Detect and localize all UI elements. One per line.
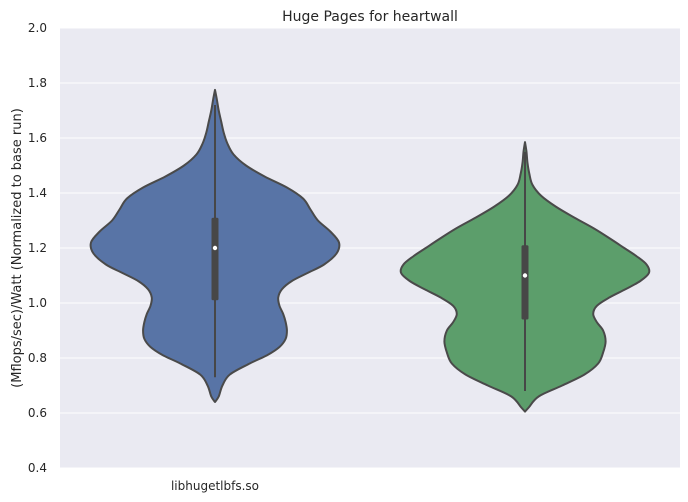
violin-iqr-box: [211, 217, 219, 301]
x-tick-label: libhugetlbfs.so: [171, 479, 259, 493]
y-tick-label: 1.2: [28, 241, 47, 255]
chart-title: Huge Pages for heartwall: [282, 9, 458, 25]
y-tick-label: 1.4: [28, 186, 47, 200]
y-tick-label: 1.8: [28, 76, 47, 90]
x-tick-labels: libhugetlbfs.so: [171, 479, 259, 493]
y-tick-label: 1.0: [28, 296, 47, 310]
violin-1: [89, 88, 341, 403]
y-tick-label: 0.6: [28, 406, 47, 420]
y-tick-label: 1.6: [28, 131, 47, 145]
violin-median-point: [212, 245, 218, 251]
y-axis-label: (Mflops/sec)/Watt (Normalized to base ru…: [10, 108, 25, 388]
y-tick-label: 2.0: [28, 21, 47, 35]
violin-median-point: [522, 273, 528, 278]
violin-2: [399, 141, 651, 413]
y-tick-label: 0.8: [28, 351, 47, 365]
violins: [89, 88, 651, 413]
violin-iqr-box: [521, 245, 529, 320]
y-tick-label: 0.4: [28, 461, 47, 475]
y-tick-labels: 0.4 0.6 0.8 1.0 1.2 1.4 1.6 1.8 2.0: [28, 21, 47, 475]
